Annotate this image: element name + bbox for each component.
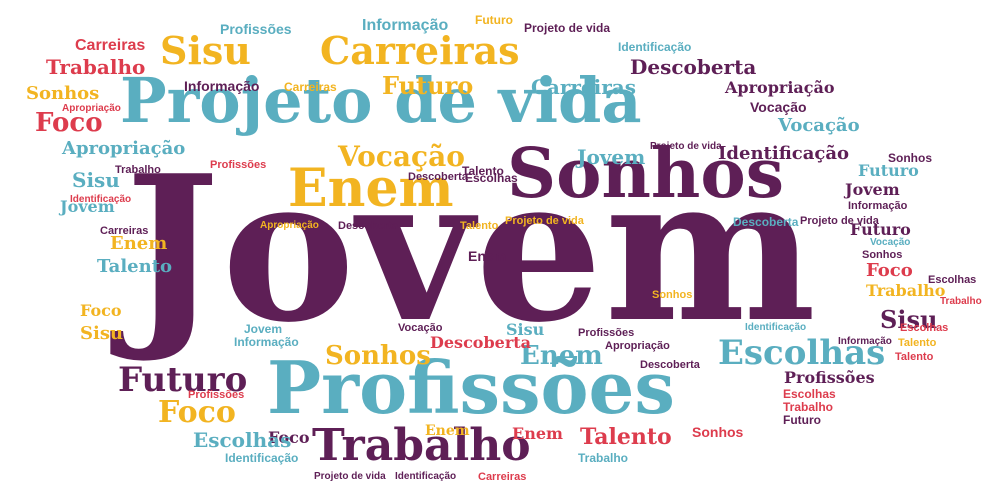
word: Trabalho [312, 420, 531, 471]
word: Jovem [125, 132, 819, 367]
word: Identificação [618, 40, 692, 54]
word: Vocação [870, 237, 911, 248]
word: Profissões [267, 345, 675, 430]
word: Descoberta [640, 359, 700, 371]
word: Projeto de vida [524, 21, 611, 35]
word: Sisu [80, 323, 124, 344]
word: Escolhas [900, 322, 949, 334]
word: Enem [468, 248, 507, 264]
word: Vocação [398, 322, 443, 334]
word: Apropriação [725, 78, 835, 97]
word: Trabalho [866, 281, 946, 300]
word: Profissões [784, 368, 875, 387]
word: Projeto de vida [314, 471, 386, 482]
word: Apropriação [260, 220, 319, 231]
word: Trabalho [578, 451, 629, 465]
word: Talento [97, 256, 173, 277]
word: Sisu [72, 168, 120, 192]
word: Futuro [858, 161, 919, 180]
word: Identificação [70, 194, 132, 205]
word: Carreiras [531, 75, 637, 99]
word: Sonhos [325, 341, 431, 371]
word: Enem [512, 424, 563, 443]
word: Trabalho [783, 400, 834, 414]
word: Profissões [210, 159, 267, 171]
word: Vocação [778, 115, 860, 136]
word: Carreiras [320, 28, 520, 73]
word: Identificação [225, 451, 299, 465]
word: Jovem [244, 322, 283, 336]
word: Sonhos [26, 83, 100, 104]
word: Talento [580, 424, 672, 450]
word: Apropriação [62, 103, 121, 114]
word: Jovem [577, 145, 646, 169]
word: Identificação [745, 322, 807, 333]
word: Vocação [338, 140, 465, 173]
word: Informação [838, 336, 892, 347]
word: Sonhos [862, 249, 903, 261]
word: Talento [462, 164, 504, 178]
word: Escolhas [718, 333, 886, 373]
word: Futuro [118, 360, 248, 400]
word: Carreiras [100, 225, 149, 237]
word: Foco [866, 260, 913, 281]
word: Jovem [60, 197, 115, 216]
word: Escolhas [783, 387, 836, 401]
word: Trabalho [940, 296, 982, 307]
word: Descoberta [338, 220, 398, 232]
word: Enem [110, 233, 168, 254]
word: Profissões [188, 389, 245, 401]
word: Sonhos [507, 134, 784, 214]
word: Escolhas [928, 274, 977, 286]
word: Sisu [880, 305, 938, 334]
word: Carreiras [284, 80, 337, 94]
word: Escolhas [193, 428, 292, 452]
word: Vocação [750, 99, 807, 115]
word: Futuro [850, 220, 911, 239]
word: Apropriação [62, 138, 186, 159]
word: Foco [80, 301, 122, 320]
word: Informação [362, 17, 449, 34]
word: Foco [268, 428, 310, 447]
word: Foco [158, 395, 236, 430]
word: Talento [460, 220, 499, 232]
word: Projeto de vida [650, 141, 722, 152]
word: Sonhos [888, 151, 932, 165]
word: Jovem [845, 180, 900, 199]
word: Sisu [160, 28, 251, 73]
word: Carreiras [75, 37, 146, 54]
word: Profissões [578, 327, 635, 339]
word: Futuro [475, 13, 513, 27]
word: Sisu [506, 320, 545, 339]
word: Sonhos [692, 424, 744, 440]
word: Trabalho [115, 164, 161, 176]
word: Sonhos [652, 289, 693, 301]
word: Futuro [783, 413, 821, 427]
word: Identificação [718, 143, 850, 164]
word: Enem [288, 158, 454, 219]
word: Futuro [382, 71, 474, 100]
word: Informação [234, 335, 299, 349]
word: Projeto de vida [505, 215, 584, 227]
word: Informação [848, 200, 908, 212]
word: Enem [425, 423, 470, 439]
word: Descoberta [408, 171, 468, 183]
word: Trabalho [46, 55, 146, 79]
word: Identificação [395, 471, 457, 482]
word: Projeto de vida [120, 64, 642, 137]
word: Carreiras [478, 471, 527, 483]
word: Apropriação [605, 340, 670, 352]
word: Descoberta [630, 55, 757, 79]
word: Profissões [220, 21, 292, 37]
word: Informação [184, 78, 260, 94]
word: Foco [35, 108, 103, 138]
word: Descoberta [430, 333, 532, 352]
word: Enem [520, 341, 603, 371]
word: Descoberta [733, 215, 799, 229]
word: Escolhas [465, 171, 518, 185]
word: Talento [898, 337, 937, 349]
word: Projeto de vida [800, 215, 879, 227]
word: Talento [895, 351, 934, 363]
